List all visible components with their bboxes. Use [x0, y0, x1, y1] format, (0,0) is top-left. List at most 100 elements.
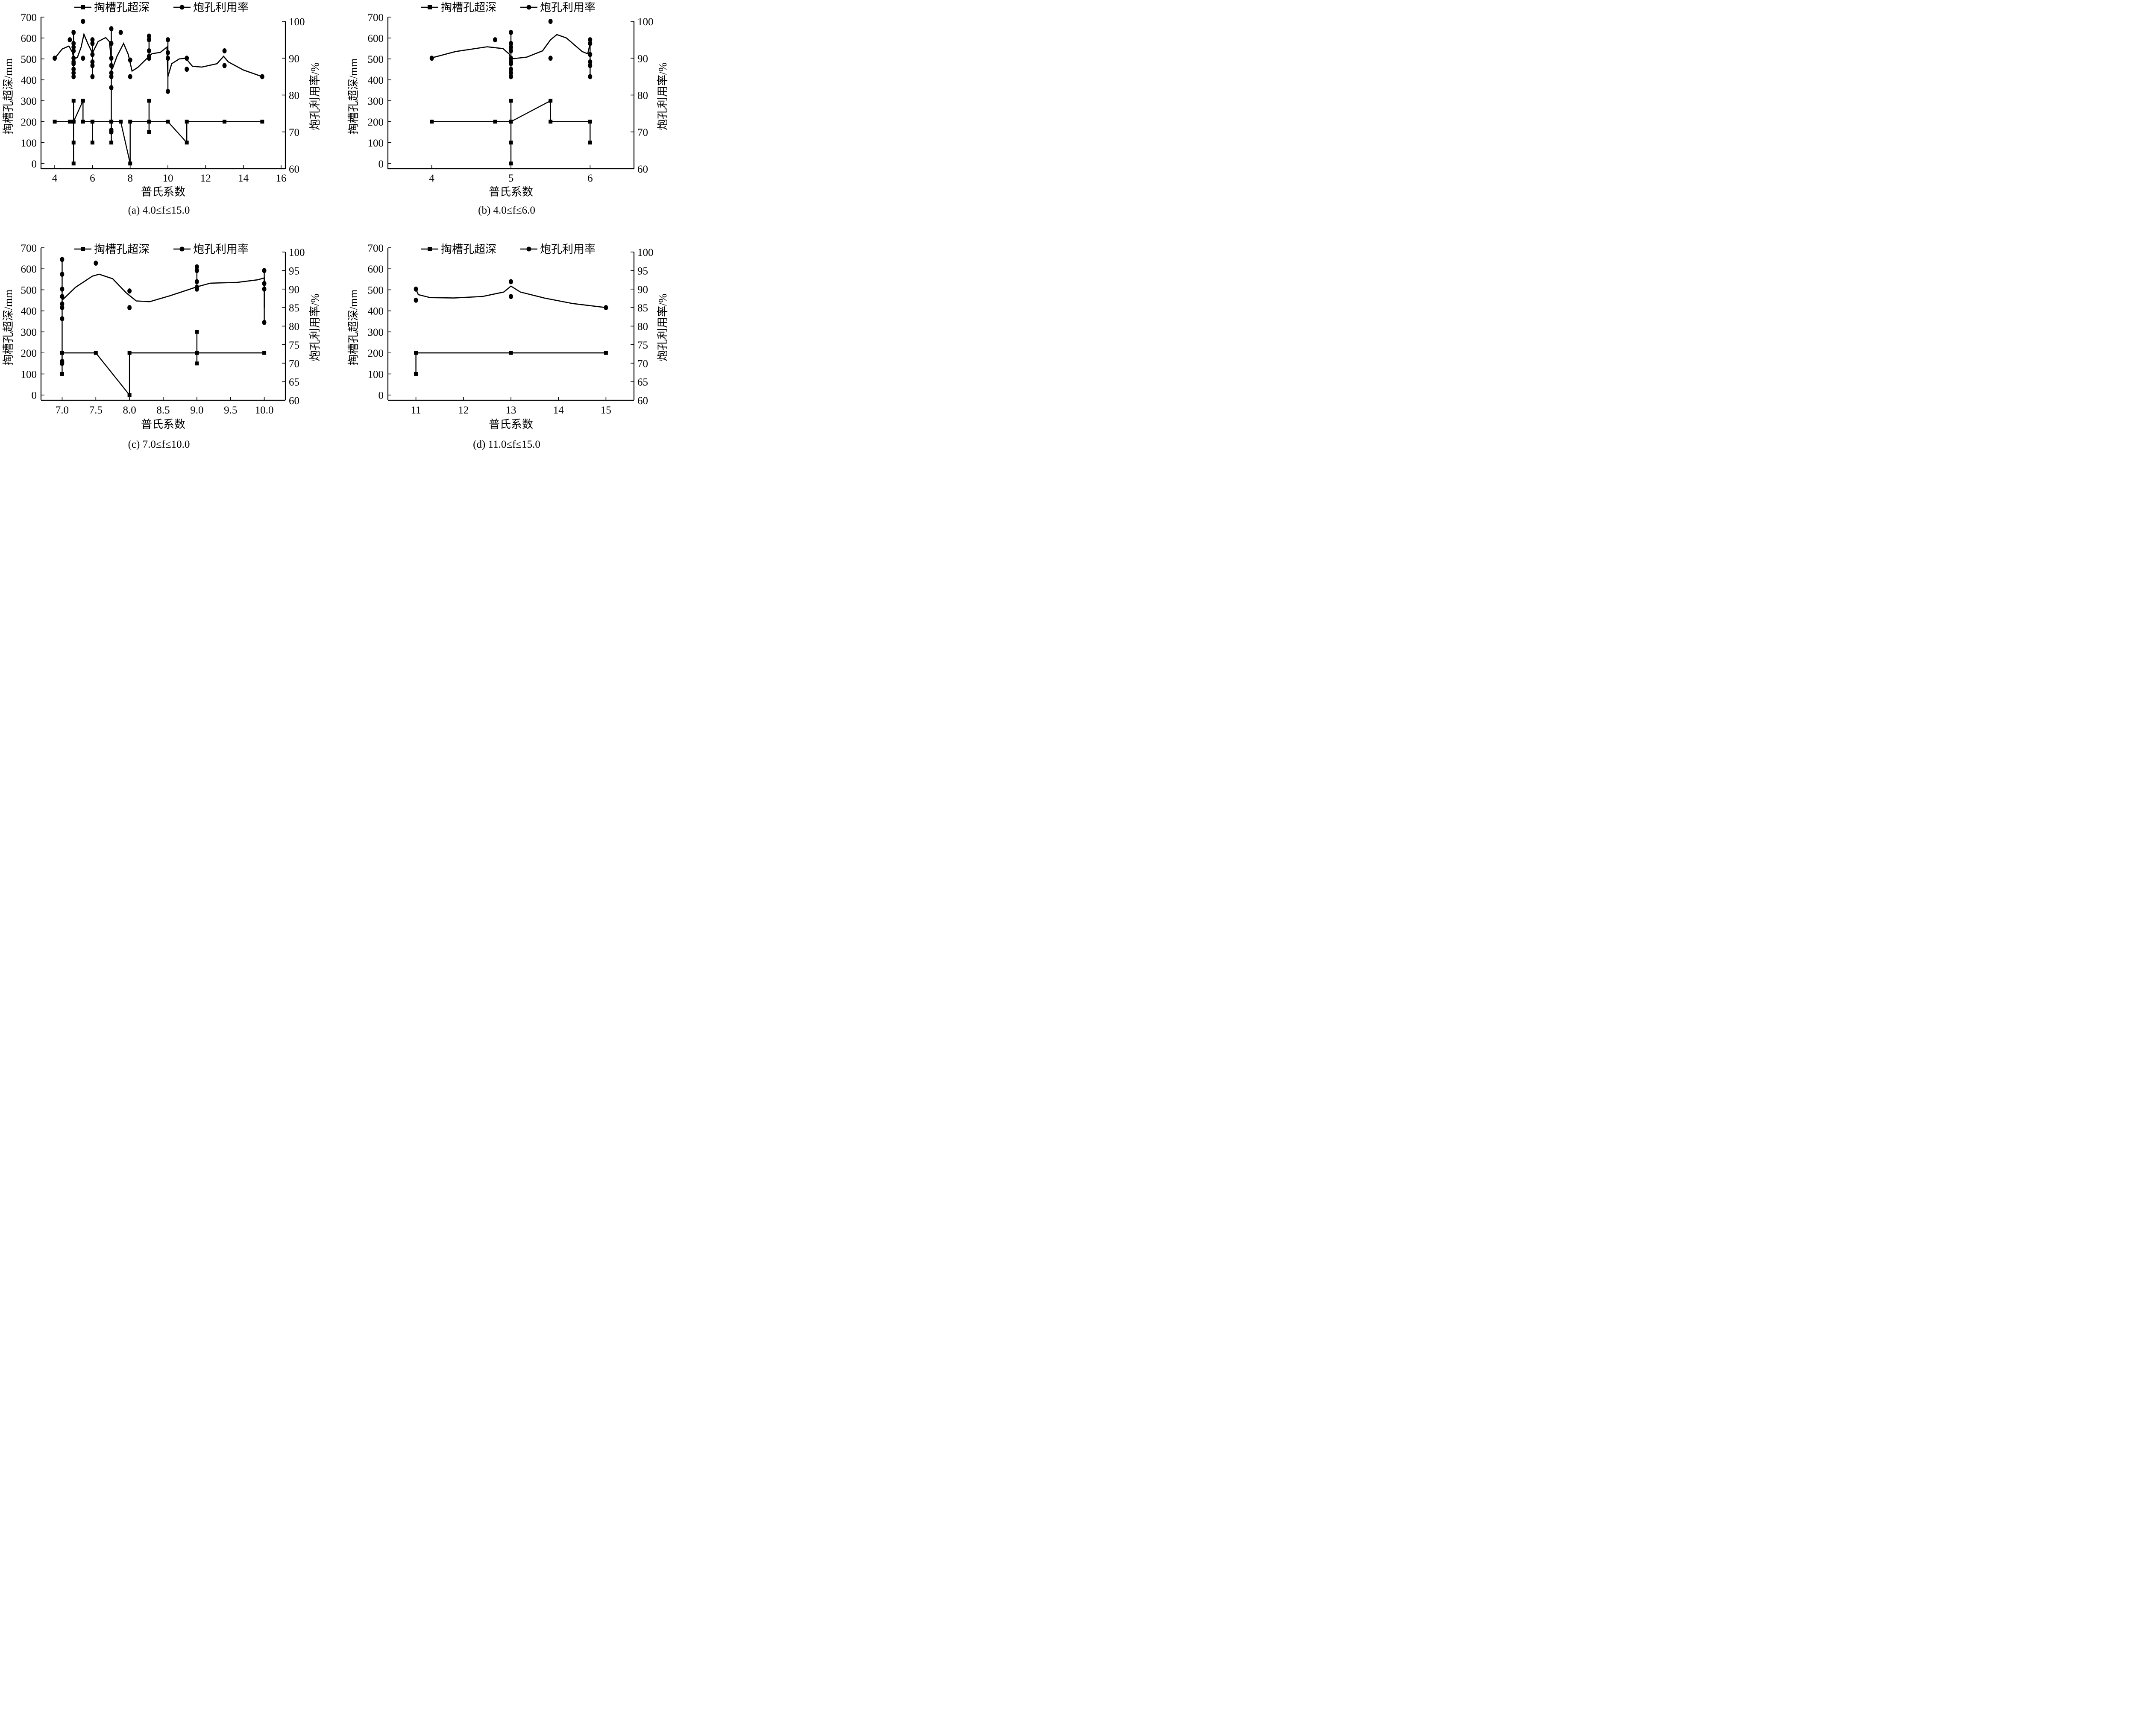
overbreak-point — [430, 120, 434, 124]
utilization-point — [67, 37, 72, 43]
left-axis-title: 掏槽孔超深/mm — [347, 290, 360, 366]
utilization-point — [588, 59, 593, 65]
overbreak-point — [147, 120, 151, 124]
right-tick-label: 80 — [637, 321, 648, 333]
overbreak-point — [509, 351, 513, 355]
panel-b: 0 100 200 300 400 500 600 700 60 70 80 90 100 4 5 6 普氏系数… — [347, 1, 669, 216]
left-tick-label: 400 — [21, 75, 37, 86]
utilization-point — [509, 67, 513, 72]
utilization-point — [128, 74, 132, 79]
left-tick-label: 500 — [21, 54, 37, 65]
utilization-point — [127, 305, 132, 311]
x-tick-label: 12 — [458, 405, 469, 416]
x-tick-label: 9.0 — [190, 405, 203, 416]
legend-overbreak-label: 掏槽孔超深 — [441, 243, 496, 255]
panel-a: 0 100 200 300 400 500 600 700 60 70 80 90 100 4 6 8 10 12… — [2, 1, 321, 216]
x-tick-label: 15 — [601, 405, 611, 416]
utilization-point — [147, 33, 151, 39]
overbreak-point — [414, 372, 418, 376]
left-tick-label: 400 — [368, 306, 384, 317]
right-axis-title: 炮孔利用率/% — [657, 293, 669, 361]
overbreak-point — [127, 393, 132, 397]
left-tick-label: 100 — [21, 138, 37, 149]
utilization-point — [509, 294, 513, 299]
overbreak-point — [71, 141, 76, 145]
utilization-point — [109, 70, 114, 76]
utilization-point — [109, 74, 114, 79]
overbreak-point — [81, 99, 85, 103]
utilization-point — [185, 67, 189, 72]
overbreak-line — [431, 100, 591, 164]
utilization-point — [71, 74, 76, 79]
utilization-point — [109, 127, 114, 133]
right-tick-label: 100 — [289, 16, 305, 28]
overbreak-point — [588, 120, 592, 124]
right-axis-title: 炮孔利用率/% — [657, 62, 669, 130]
left-tick-label: 100 — [368, 138, 384, 149]
utilization-point — [90, 41, 95, 46]
overbreak-point — [195, 330, 199, 334]
utilization-point — [147, 37, 151, 43]
right-axis-title: 炮孔利用率/% — [309, 293, 321, 361]
overbreak-point — [147, 130, 151, 134]
right-tick-label: 85 — [289, 302, 299, 314]
utilization-point — [109, 85, 114, 91]
left-tick-label: 600 — [21, 33, 37, 44]
utilization-point — [548, 56, 553, 61]
legend-circle-marker-icon — [526, 246, 531, 252]
utilization-point — [588, 74, 593, 79]
left-tick-label: 100 — [21, 369, 37, 380]
right-tick-label: 95 — [637, 265, 648, 277]
right-tick-label: 60 — [637, 395, 648, 407]
x-tick-label: 8.5 — [156, 405, 170, 416]
overbreak-point — [67, 120, 72, 124]
utilization-point — [81, 19, 85, 24]
x-tick-label: 7.0 — [56, 405, 69, 416]
overbreak-point — [90, 120, 94, 124]
right-tick-label: 60 — [289, 395, 299, 407]
utilization-point — [60, 286, 65, 292]
overbreak-point — [60, 372, 64, 376]
overbreak-point — [549, 120, 553, 124]
overbreak-point — [71, 120, 76, 124]
legend-overbreak-label: 掏槽孔超深 — [94, 1, 150, 14]
utilization-point — [90, 63, 95, 68]
left-tick-label: 300 — [368, 96, 384, 107]
panel-d: 0 100 200 300 400 500 600 700 60 65 70 75 80 85 90 95 10… — [347, 243, 669, 450]
x-tick-label: 14 — [238, 173, 249, 184]
right-tick-label: 60 — [289, 164, 299, 175]
right-tick-label: 100 — [637, 247, 654, 258]
left-tick-label: 600 — [21, 264, 37, 275]
left-tick-label: 300 — [21, 96, 37, 107]
overbreak-point — [128, 161, 132, 166]
overbreak-point — [127, 351, 132, 355]
right-tick-label: 80 — [289, 321, 299, 333]
overbreak-point — [509, 141, 513, 145]
overbreak-point — [604, 351, 608, 355]
overbreak-point — [71, 161, 76, 166]
legend-utilization-label: 炮孔利用率 — [540, 243, 596, 255]
utilization-trend-curve — [415, 285, 606, 308]
overbreak-point — [109, 141, 114, 145]
legend-overbreak-label: 掏槽孔超深 — [441, 1, 496, 14]
overbreak-point — [195, 361, 199, 366]
utilization-point — [71, 59, 76, 65]
utilization-point — [509, 41, 513, 46]
utilization-point — [509, 59, 513, 65]
utilization-point — [71, 29, 76, 35]
right-tick-label: 80 — [289, 90, 299, 102]
left-tick-label: 0 — [378, 390, 384, 402]
utilization-point — [60, 358, 65, 364]
right-tick-label: 65 — [637, 377, 648, 388]
utilization-trend-curve — [431, 34, 591, 60]
utilization-point — [222, 48, 227, 53]
utilization-point — [262, 320, 267, 325]
left-tick-label: 500 — [368, 284, 384, 296]
overbreak-point — [195, 351, 199, 355]
utilization-point — [604, 305, 608, 311]
left-tick-label: 700 — [21, 243, 37, 254]
right-tick-label: 95 — [289, 265, 299, 277]
utilization-point — [194, 279, 199, 284]
panel-caption: (b) 4.0≤f≤6.0 — [478, 205, 535, 216]
x-tick-label: 9.5 — [224, 405, 237, 416]
